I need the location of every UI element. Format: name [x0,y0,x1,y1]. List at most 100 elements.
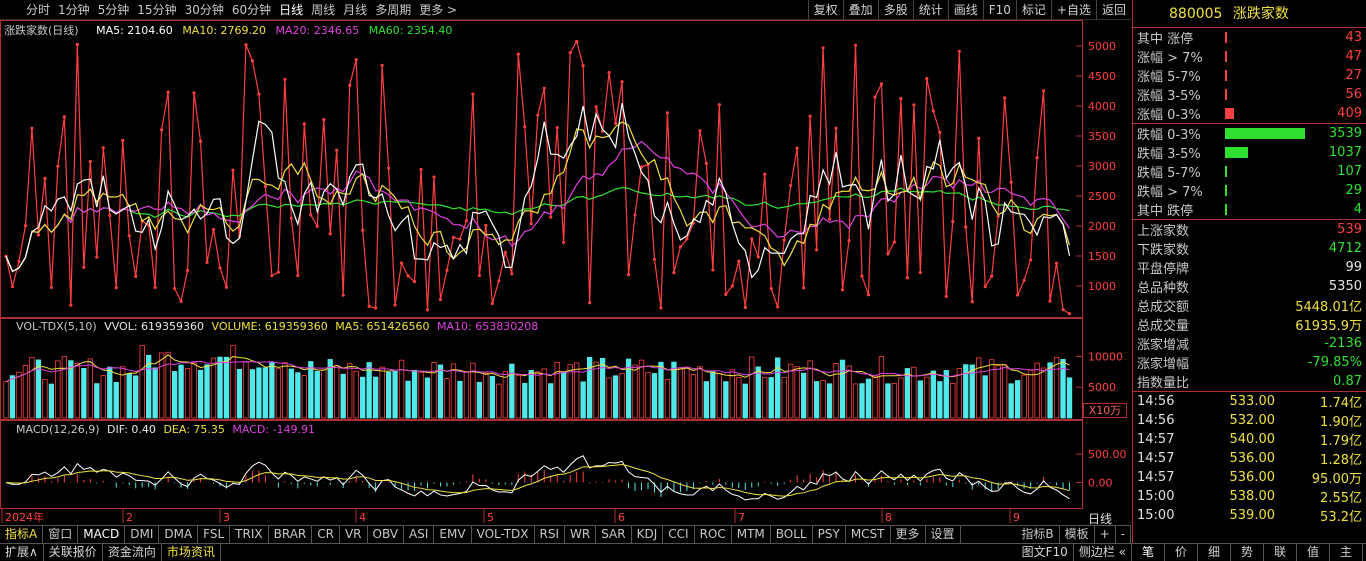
panel-tab-0[interactable]: 笔 [1132,543,1165,561]
tool-button-7[interactable]: +自选 [1050,0,1096,20]
vol-bar-64 [418,372,424,419]
bottom-bar: 扩展∧ 关联报价 资金流向 市场资讯 图文F10 侧边栏 « [0,543,1366,561]
breadth-point-154 [1003,96,1007,100]
tool-button-5[interactable]: F10 [982,0,1016,20]
breadth-point-15 [101,146,105,150]
period-tab-6[interactable]: 日线 [279,2,304,17]
vol-bar-81 [528,369,534,419]
up-value: 47 [1345,49,1362,64]
indicator-tab-15[interactable]: WR [565,526,597,543]
indicator-tab-6[interactable]: TRIX [230,526,269,543]
indicator-right-2[interactable]: + [1095,526,1116,543]
indicator-tab-8[interactable]: CR [312,526,340,543]
indicator-tab-9[interactable]: VR [340,526,368,543]
vol-bar-22 [145,354,152,419]
breadth-point-49 [322,118,326,122]
tool-button-4[interactable]: 画线 [947,0,983,20]
bottom-tab-1[interactable]: 关联报价 [44,544,103,561]
indicator-tab-18[interactable]: CCI [663,526,695,543]
indicator-right-3[interactable]: - [1116,526,1131,543]
period-tab-1[interactable]: 1分钟 [58,2,90,17]
breadth-point-67 [438,297,443,302]
panel-tab-2[interactable]: 细 [1198,543,1231,561]
indicator-tab-13[interactable]: VOL-TDX [472,526,535,543]
chart-canvas[interactable]: 5000 4500 4000 3500 3000 2500 2000 1500 1000 1000… [0,20,1131,525]
vol-bar-104 [677,367,684,419]
tick-amount: 53.2亿 [1320,510,1362,525]
indicator-tab-16[interactable]: SAR [596,526,632,543]
tick-amount: 95.00万 [1311,472,1362,487]
up-bar-cell [1225,32,1298,43]
vol-bar-24 [158,352,165,419]
bottom-right-1[interactable]: 侧边栏 « [1074,544,1132,561]
tool-button-1[interactable]: 叠加 [842,0,878,20]
chart-area[interactable]: 5000 4500 4000 3500 3000 2500 2000 1500 1000 1000… [0,20,1131,526]
indicator-right-0[interactable]: 指标B [1016,526,1060,543]
breadth-point-29 [192,91,196,95]
period-tab-2[interactable]: 5分钟 [97,2,130,17]
tool-button-3[interactable]: 统计 [912,0,948,20]
breadth-point-65 [425,308,430,312]
period-tab-0[interactable]: 分时 [26,2,51,17]
indicator-tab-11[interactable]: ASI [404,526,435,543]
indicator-tab-5[interactable]: FSL [198,526,231,543]
vol-bar-30 [197,369,204,419]
indicator-tab-10[interactable]: OBV [368,526,405,543]
tool-button-0[interactable]: 复权 [807,0,843,20]
period-tab-7[interactable]: 周线 [311,2,336,17]
indicator-tab-0[interactable]: 指标A [0,526,44,543]
period-tab-10[interactable]: 更多 > [419,2,458,17]
vol-bar-51 [334,365,340,419]
vol-bar-61 [398,359,405,419]
indicator-tab-21[interactable]: BOLL [771,526,813,543]
vol-ma5-label: MA5: 651426560 [335,320,430,333]
tool-button-6[interactable]: 标记 [1015,0,1051,20]
vol-bar-141 [917,380,924,419]
indicator-tab-17[interactable]: KDJ [632,526,664,543]
tool-button-8[interactable]: 返回 [1095,0,1131,20]
macd-chart-name: MACD(12,26,9) [16,423,100,436]
bottom-tab-0[interactable]: 扩展∧ [0,544,44,561]
period-tab-9[interactable]: 多周期 [375,2,412,17]
breadth-point-47 [309,213,313,217]
ma60-label: MA60: 2354.40 [368,24,453,37]
period-tab-8[interactable]: 月线 [343,2,368,17]
period-tab-3[interactable]: 15分钟 [137,2,177,17]
panel-tab-1[interactable]: 价 [1165,543,1198,561]
up-value: 43 [1345,30,1362,45]
indicator-tab-3[interactable]: DMI [125,526,160,543]
tick-amount: 1.90亿 [1320,415,1362,430]
indicator-right-1[interactable]: 模板 [1060,526,1095,543]
up-label: 其中 涨停 [1137,32,1194,47]
indicator-tab-12[interactable]: EMV [434,526,472,543]
indicator-tab-2[interactable]: MACD [78,526,126,543]
indicator-tab-7[interactable]: BRAR [269,526,313,543]
indicator-tab-25[interactable]: 设置 [926,526,961,543]
indicator-tab-20[interactable]: MTM [732,526,771,543]
bottom-tab-3[interactable]: 市场资讯 [162,544,221,561]
breadth-point-128 [834,126,838,130]
vol-bar-137 [891,383,898,419]
period-tab-5[interactable]: 60分钟 [231,2,272,17]
panel-tab-5[interactable]: 值 [1297,543,1330,561]
indicator-tab-22[interactable]: PSY [813,526,846,543]
tool-button-2[interactable]: 多股 [877,0,913,20]
indicator-tab-14[interactable]: RSI [535,526,566,543]
vol-bar-118 [768,377,774,419]
panel-tab-3[interactable]: 势 [1231,543,1264,561]
down-label: 跌幅 > 7% [1137,185,1203,200]
indicator-tab-24[interactable]: 更多 [891,526,926,543]
indicator-tab-4[interactable]: DMA [159,526,199,543]
bottom-right-0[interactable]: 图文F10 [1017,544,1074,561]
down-label: 跌幅 5-7% [1137,166,1201,181]
indicator-tab-23[interactable]: MCST [846,526,891,543]
bottom-tab-2[interactable]: 资金流向 [103,544,162,561]
indicator-tab-19[interactable]: ROC [695,526,732,543]
period-tab-4[interactable]: 30分钟 [184,2,224,17]
vol-bar-10 [68,360,74,419]
panel-tab-6[interactable]: 主 [1330,543,1363,561]
indicator-tab-1[interactable]: 窗口 [43,526,79,543]
panel-tab-4[interactable]: 联 [1264,543,1297,561]
breadth-point-5 [36,233,41,237]
breadth-point-46 [302,122,306,126]
